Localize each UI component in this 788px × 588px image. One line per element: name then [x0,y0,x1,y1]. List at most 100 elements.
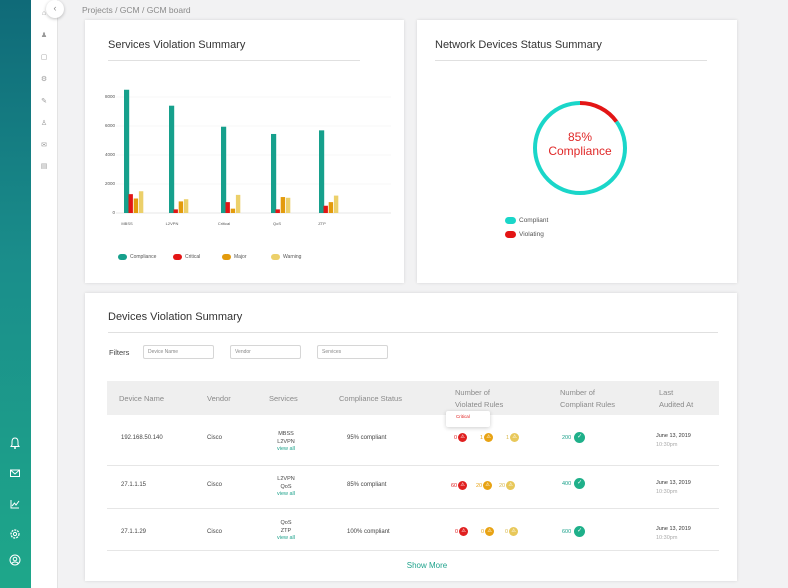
devices-violation-card [85,293,737,581]
service-name: L2VPN [277,476,295,482]
donut-segment-compliant[interactable] [533,101,627,195]
warning-count[interactable]: 1 ⚠ [506,433,520,442]
device-name-cell[interactable]: 27.1.1.29 [121,529,147,535]
grid-icon[interactable]: ▢ [40,54,48,61]
legend-label: Warning [283,254,302,260]
home-icon[interactable]: ⌂ [41,10,47,17]
legend-swatch [271,254,280,260]
icon-rail: ⌂ ♟ ▢ ⚙ ✎ ♙ ✉ ▤ [31,0,58,588]
vendor-cell: Cisco [207,435,223,441]
vendor-cell: Cisco [207,529,223,535]
legend-label: Violating [519,231,544,238]
y-tick-label: 4000 [104,152,115,157]
settings-icon[interactable] [8,527,22,541]
count-value: 200 [562,434,572,441]
view-all-link[interactable]: view all [276,491,296,497]
view-all-link[interactable]: view all [276,446,296,452]
legend-swatch [222,254,231,260]
row-divider [107,550,719,551]
count-value: 1 [480,434,484,441]
col-header-vendor[interactable]: Vendor [207,394,231,403]
devices-card-title: Devices Violation Summary [108,311,243,323]
bell-icon[interactable] [8,436,22,450]
warning-triangle-icon: ⚠ [458,481,468,490]
device-name-filter[interactable]: Device Name [143,345,214,359]
warning-count[interactable]: 0 ⚠ [505,527,519,536]
compliance-status-cell: 95% compliant [347,435,387,441]
header-line: Number of [560,388,596,397]
warning-triangle-icon: ⚠ [458,433,468,442]
device-name-cell[interactable]: 27.1.1.15 [121,482,147,488]
x-category-label: MBSS [121,221,133,226]
services-cell: L2VPN QoS view all [271,476,301,499]
col-header-compliant-rules[interactable]: Number of Compliant Rules [560,387,615,411]
audit-time: 10:30pm [656,535,678,541]
warning-count[interactable]: 20 ⚠ [499,481,516,490]
warning-triangle-icon: ⚠ [506,481,516,490]
row-divider [107,465,719,466]
compliance-percent: 85% [567,130,593,144]
table-icon[interactable]: ▤ [40,163,48,170]
title-divider [435,60,707,61]
col-header-services[interactable]: Services [269,394,298,403]
y-tick-label: 6000 [104,123,115,128]
device-name-cell[interactable]: 192.168.50.140 [121,435,163,441]
compliant-rules-count[interactable]: 200 ✓ [562,432,586,443]
count-value: 0 [505,528,509,535]
col-header-violated-rules[interactable]: Number of Violated Rules [455,387,503,411]
critical-count[interactable]: 0 ⚠ [454,433,468,442]
services-filter[interactable]: Services [317,345,388,359]
legend-swatch [118,254,127,260]
services-violation-card [85,20,404,283]
legend-label: Compliance [130,254,157,260]
legend-compliance: Compliance [118,254,156,260]
sidebar [0,0,31,588]
compliance-status-cell: 85% compliant [347,482,387,488]
count-value: 20 [476,482,483,489]
header-line: Violated Rules [455,400,504,409]
critical-count[interactable]: 60 ⚠ [451,481,468,490]
x-category-label: L2VPN [165,221,179,226]
mail-icon[interactable] [8,466,22,480]
gear-icon[interactable]: ⚙ [40,76,48,83]
chevron-left-icon[interactable]: ‹ [46,0,64,18]
col-header-last-audited[interactable]: Last Audited At [659,387,693,411]
legend-swatch [173,254,182,260]
audit-date: June 13, 2019 [656,480,691,486]
header-line: Compliant Rules [560,400,616,409]
col-header-compliance-status[interactable]: Compliance Status [339,394,402,403]
x-category-label: Critical [217,221,231,226]
last-audited-cell: June 13, 2019 10:30pm [656,525,691,543]
count-value: 1 [506,434,510,441]
people-icon[interactable]: ♟ [40,32,48,39]
legend-label: Critical [185,254,201,260]
warning-triangle-icon: ⚠ [509,527,519,536]
network-card-title: Network Devices Status Summary [435,39,602,51]
compliant-rules-count[interactable]: 600 ✓ [562,526,586,537]
critical-tooltip: Critical [446,411,490,427]
critical-count[interactable]: 0 ⚠ [455,527,469,536]
view-all-link[interactable]: view all [276,535,296,541]
major-count[interactable]: 0 ⚠ [481,527,495,536]
row-divider [107,508,719,509]
pen-icon[interactable]: ✎ [41,98,47,105]
legend-swatch [505,231,516,238]
check-icon: ✓ [574,526,586,537]
audit-time: 10:30pm [656,489,678,495]
user-icon[interactable] [8,553,22,567]
vendor-filter[interactable]: Vendor [230,345,301,359]
mail-icon[interactable]: ✉ [41,142,47,149]
show-more-button[interactable]: Show More [406,561,448,570]
col-header-device-name[interactable]: Device Name [119,394,165,403]
major-count[interactable]: 1 ⚠ [480,433,494,442]
chart-icon[interactable] [8,497,22,511]
service-name: MBSS [278,431,294,437]
y-tick-label: 0 [112,210,115,215]
compliance-donut [533,101,627,195]
legend-label: Compliant [519,217,549,224]
users-icon[interactable]: ♙ [40,120,48,127]
services-card-title: Services Violation Summary [108,39,246,51]
major-count[interactable]: 20 ⚠ [476,481,493,490]
x-category-label: QoS [272,221,281,226]
compliant-rules-count[interactable]: 400 ✓ [562,478,586,489]
